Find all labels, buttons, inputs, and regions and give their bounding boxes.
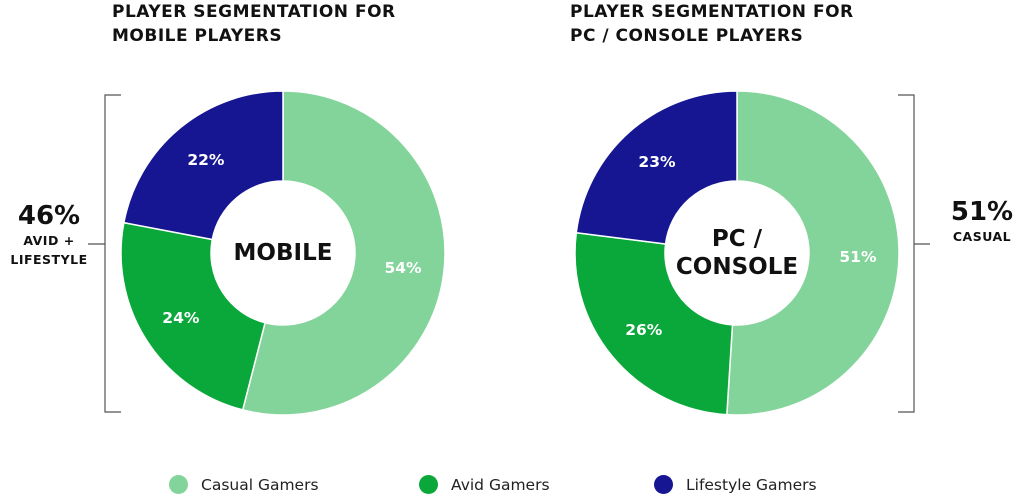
- center-label: CONSOLE: [676, 254, 798, 280]
- legend-swatch-lifestyle: [654, 475, 673, 494]
- slice-casual: [726, 90, 900, 416]
- bracket-mobile: [88, 94, 121, 413]
- chart-title-mobile: PLAYER SEGMENTATION FOR MOBILE PLAYERS: [112, 2, 396, 46]
- callout-pc-value: 51%: [950, 197, 1014, 227]
- callout-mobile: 46% AVID + LIFESTYLE: [0, 201, 98, 269]
- legend-swatch-casual: [169, 475, 188, 494]
- legend-item-avid: Avid Gamers: [419, 475, 550, 494]
- legend-item-casual: Casual Gamers: [169, 475, 319, 494]
- slice-lifestyle: [575, 90, 738, 245]
- center-label: PC /: [712, 226, 763, 252]
- data-label-lifestyle: 22%: [187, 151, 225, 169]
- chart-title-pc-console: PLAYER SEGMENTATION FOR PC / CONSOLE PLA…: [570, 2, 854, 46]
- slice-avid: [120, 221, 267, 411]
- legend: Casual Gamers Avid Gamers Lifestyle Game…: [0, 475, 1024, 501]
- center-label: MOBILE: [234, 240, 333, 266]
- slice-casual: [241, 90, 446, 416]
- data-label-casual: 54%: [384, 259, 422, 277]
- legend-item-lifestyle: Lifestyle Gamers: [654, 475, 817, 494]
- legend-swatch-avid: [419, 475, 438, 494]
- bracket-pc-console: [898, 94, 930, 413]
- data-label-casual: 51%: [839, 248, 877, 266]
- data-label-lifestyle: 23%: [638, 153, 676, 171]
- donut-charts: 54% 24% 22% MOBILE 51% 26% 23% PC /CONSOLE: [88, 90, 930, 416]
- slice-lifestyle: [122, 90, 284, 241]
- data-label-avid: 24%: [162, 309, 200, 327]
- slice-avid: [574, 231, 734, 416]
- callout-pc-console: 51% CASUAL: [940, 197, 1024, 246]
- donut-pc-console: 51% 26% 23% PC /CONSOLE: [574, 90, 900, 416]
- data-label-avid: 26%: [625, 321, 663, 339]
- callout-mobile-value: 46%: [17, 201, 81, 231]
- donut-mobile: 54% 24% 22% MOBILE: [120, 90, 446, 416]
